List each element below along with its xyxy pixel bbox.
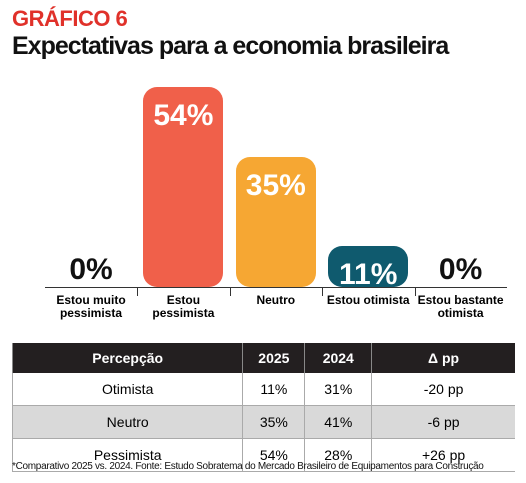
category-label: Neutro [256,293,296,307]
table-cell: 31% [304,373,372,406]
baseline [45,287,507,288]
separator-tick [137,287,139,296]
value-label: 0% [438,253,483,286]
table-cell: Otimista [11,373,243,406]
table-header-cell: Δ pp [371,343,515,373]
category-label: Estou pessimista [152,293,215,320]
table-cell: 11% [242,373,305,406]
category-label: Estou bastante otimista [417,293,504,320]
bar [235,157,316,287]
table: Percepção 2025 2024 Δ pp Otimista 11% 31% -20 p… [11,343,515,472]
table-cell: Neutro [11,405,243,439]
value-label: 54% [153,99,214,132]
value-label: 11% [338,258,398,292]
table-cell: Pessimista [11,438,243,472]
bar [143,87,224,287]
table-header-cell: 2024 [304,343,372,373]
bar [328,246,409,287]
separator-tick [322,287,324,296]
table-row: Neutro 35% 41% -6 pp [11,405,515,439]
separator-tick [229,287,231,296]
table-cell: -20 pp [371,373,515,406]
category-label: Estou muito pessimista [56,293,126,320]
table-row: Pessimista 54% 28% +26 pp [11,438,515,472]
table-cell: 54% [242,438,305,472]
table-cell: 28% [304,438,372,472]
separator-tick [414,287,416,296]
table-cell: 35% [242,405,305,439]
table-cell: 41% [304,405,372,439]
category-label: Estou otimista [326,293,410,307]
chart-title: GRÁFICO 6 [12,6,128,31]
table-header-row: Percepção 2025 2024 Δ pp [11,343,515,373]
footnote: *Comparativo 2025 vs. 2024. Fonte: Estud… [12,461,484,472]
value-label: 35% [245,169,306,203]
table-header-cell: 2025 [242,343,305,373]
table-row: Otimista 11% 31% -20 pp [11,373,515,406]
table-header-cell: Percepção [11,343,243,373]
chart-subtitle: Expectativas para a economia brasileira [12,32,449,60]
value-label: 0% [69,253,113,286]
table-cell: +26 pp [371,438,515,472]
table-cell: -6 pp [371,405,515,439]
